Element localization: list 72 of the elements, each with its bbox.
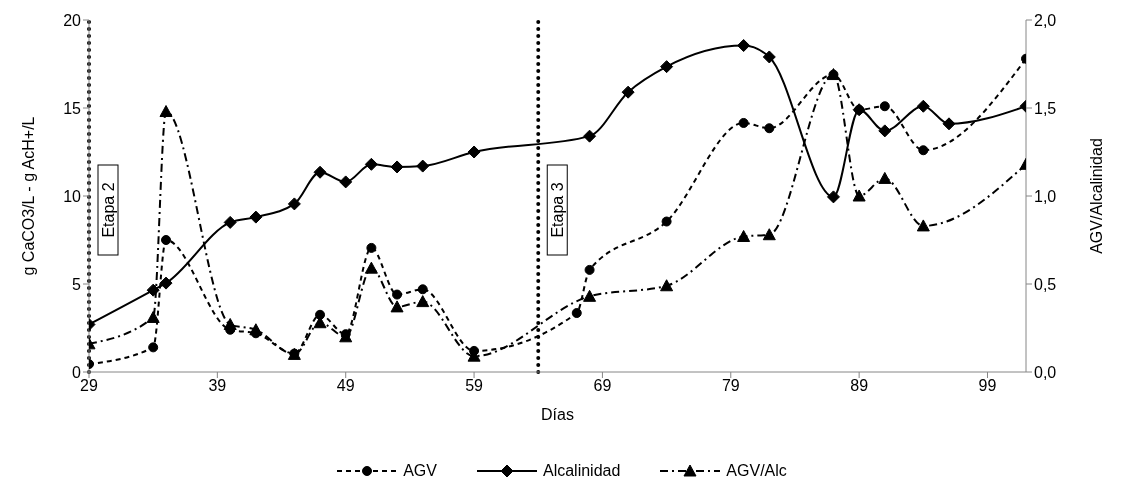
y2-axis-title: AGV/Alcalinidad: [1087, 138, 1105, 254]
point: [583, 129, 597, 143]
y2-tick-label: 0,5: [1034, 275, 1057, 293]
legend-label: AGV/Alc: [726, 462, 787, 480]
point: [146, 283, 160, 297]
point: [249, 323, 263, 336]
point: [942, 117, 956, 131]
point: [879, 101, 890, 112]
point: [738, 117, 749, 128]
y-tick-label: 15: [63, 99, 82, 117]
point: [583, 289, 597, 302]
point: [878, 171, 892, 184]
point: [416, 295, 430, 308]
y-tick-label: 10: [63, 187, 82, 205]
point: [852, 189, 866, 202]
legend-label: Alcalinidad: [542, 462, 621, 480]
x-tick-label: 29: [80, 377, 98, 395]
x-axis-title: Días: [541, 406, 574, 423]
point: [584, 264, 595, 275]
point: [737, 39, 751, 53]
y-tick-label: 0: [72, 363, 82, 381]
y2-tick-label: 0,0: [1034, 363, 1057, 381]
y-tick-label: 20: [63, 11, 82, 29]
point: [148, 342, 159, 353]
point: [467, 145, 481, 159]
ref-line-label: Etapa 3: [548, 182, 566, 238]
point: [339, 175, 353, 189]
y-axis-title: g CaCO3/L - g AcH+/L: [19, 116, 37, 276]
point: [660, 60, 674, 74]
y2-tick-label: 1,0: [1034, 187, 1057, 205]
y2-tick-label: 1,5: [1034, 99, 1057, 117]
point: [364, 157, 378, 171]
point: [313, 165, 327, 179]
point: [390, 300, 404, 313]
point: [878, 124, 892, 138]
y2-tick-label: 2,0: [1034, 11, 1057, 29]
point: [571, 308, 582, 319]
point: [762, 50, 776, 64]
point: [661, 216, 672, 227]
x-tick-label: 79: [721, 377, 740, 395]
point: [621, 85, 635, 99]
legend-label: AGV: [403, 462, 437, 480]
point: [249, 210, 263, 224]
point: [737, 229, 751, 242]
point: [159, 276, 173, 290]
point: [366, 242, 377, 253]
y-tick-label: 5: [72, 275, 82, 293]
point: [159, 105, 173, 118]
point: [762, 228, 776, 241]
point: [417, 284, 428, 295]
point: [287, 197, 301, 211]
point: [416, 159, 430, 173]
x-tick-label: 69: [593, 377, 612, 395]
x-tick-label: 39: [208, 377, 227, 395]
x-tick-label: 59: [465, 377, 484, 395]
point: [826, 190, 840, 204]
point: [390, 160, 404, 174]
point: [146, 310, 160, 323]
point: [916, 219, 930, 232]
point: [916, 99, 930, 113]
x-tick-label: 49: [336, 377, 355, 395]
ref-line-label: Etapa 2: [99, 182, 117, 238]
point: [223, 215, 237, 229]
point: [223, 317, 237, 330]
x-tick-label: 99: [978, 377, 997, 395]
x-tick-label: 89: [850, 377, 869, 395]
point: [764, 123, 775, 134]
point: [161, 235, 172, 245]
point: [918, 145, 929, 156]
point: [392, 289, 403, 300]
point: [364, 261, 378, 274]
point: [660, 279, 674, 292]
